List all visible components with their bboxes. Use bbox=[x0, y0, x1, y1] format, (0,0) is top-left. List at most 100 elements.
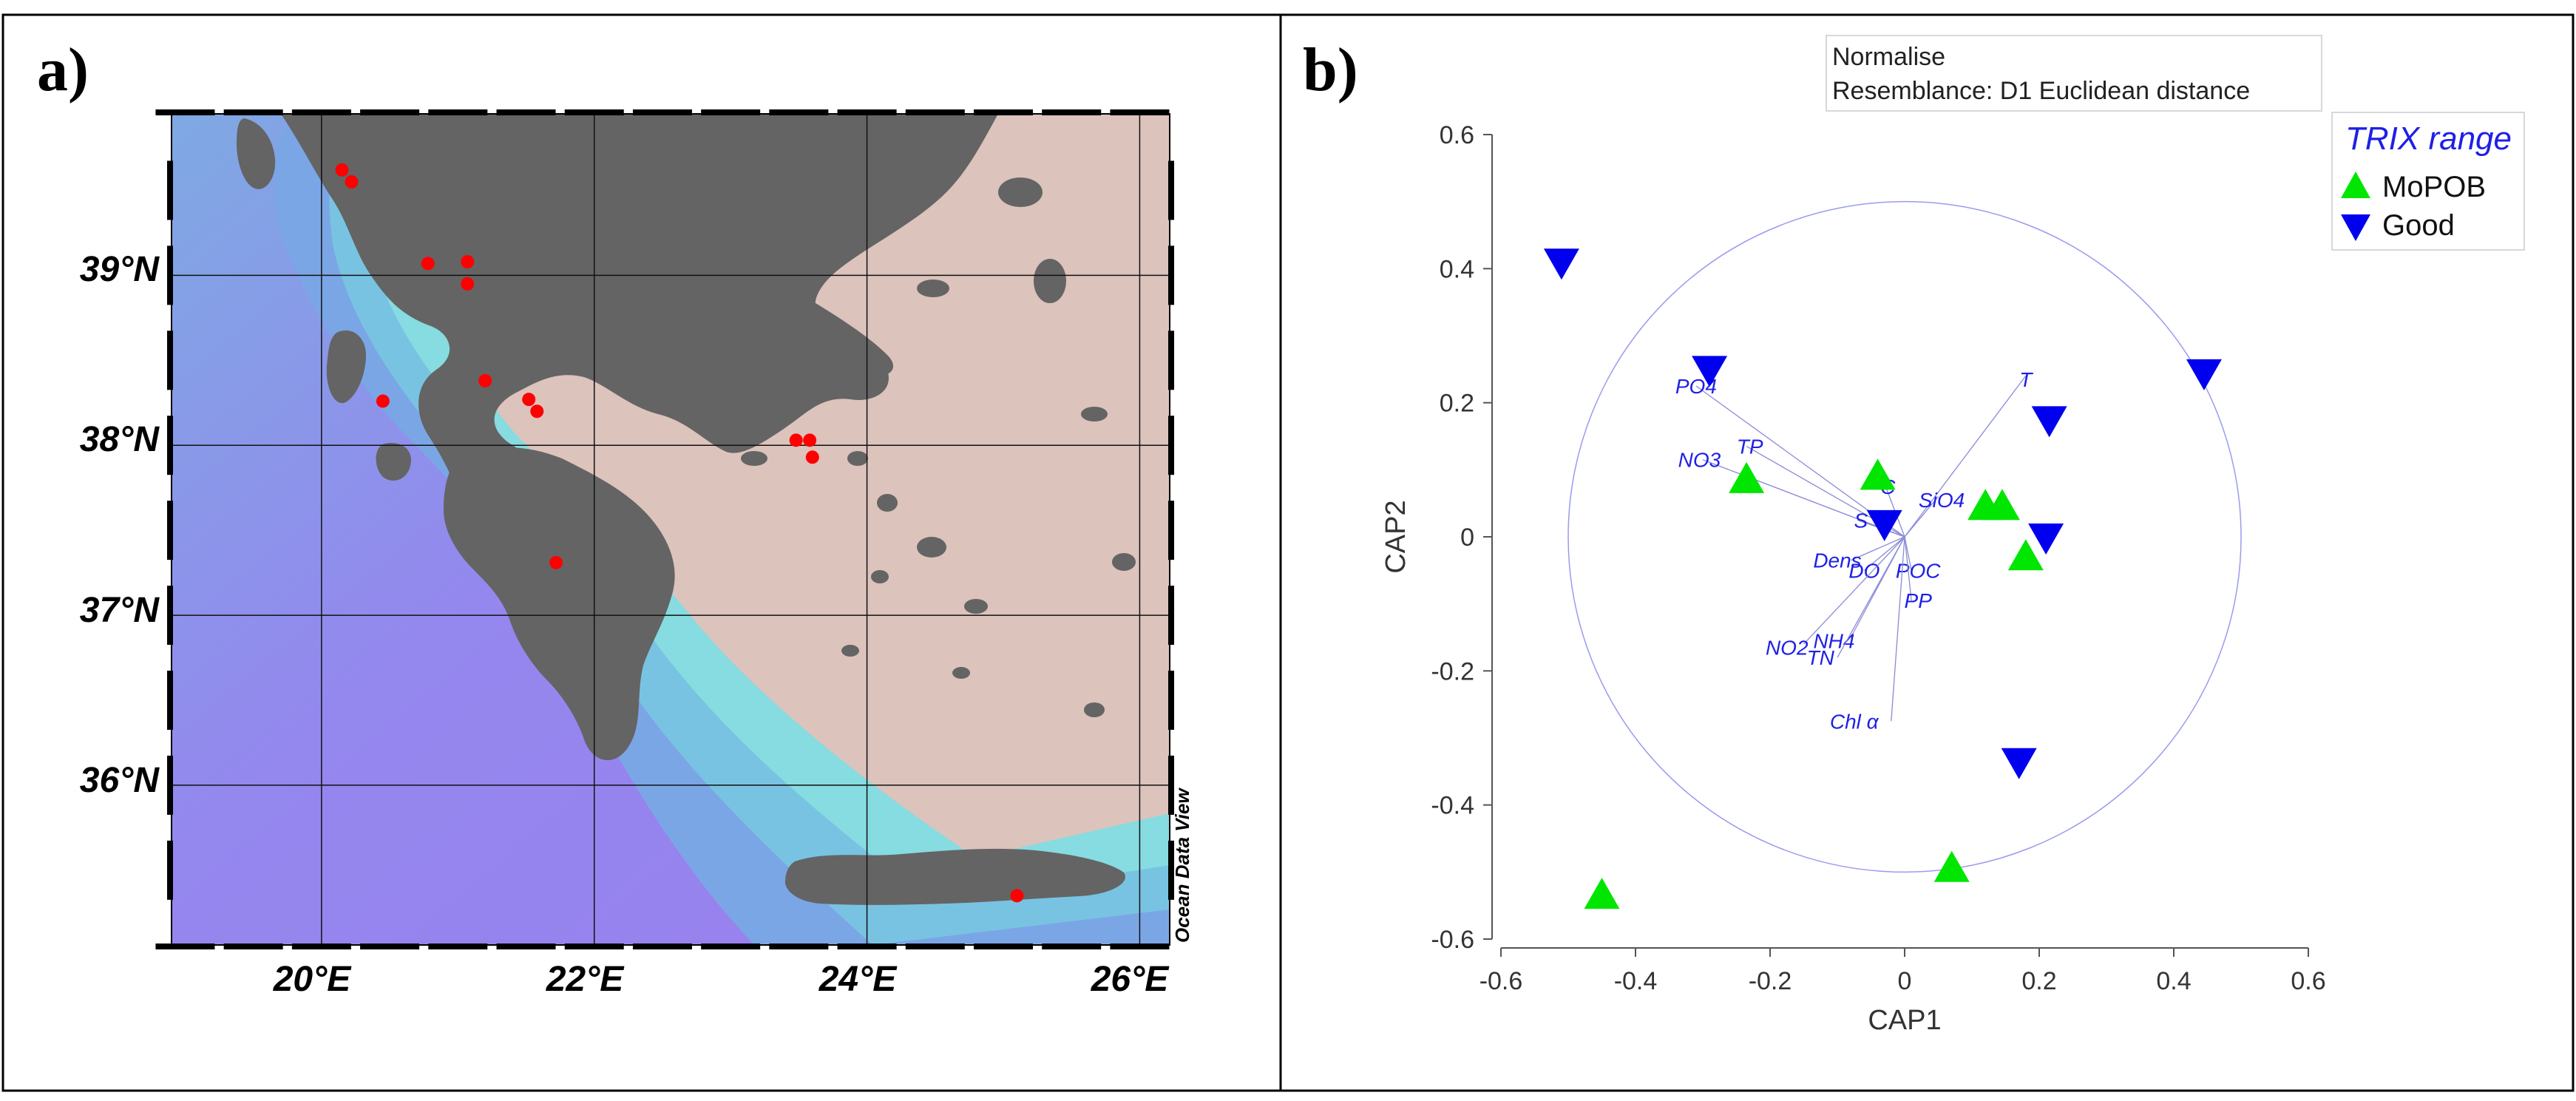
map-frame-ticks bbox=[155, 109, 1174, 949]
frame-tick bbox=[428, 944, 488, 949]
vector-line bbox=[1702, 459, 1905, 538]
point-good bbox=[1692, 356, 1728, 387]
lat-tick-label: 36°N bbox=[80, 761, 160, 800]
station-markers bbox=[335, 163, 1024, 903]
island-karpathos bbox=[1084, 702, 1105, 717]
point-good bbox=[1543, 248, 1579, 280]
island-tinos bbox=[877, 494, 898, 512]
info-line-resemblance: Resemblance: D1 Euclidean distance bbox=[1832, 77, 2250, 105]
island-naxos bbox=[917, 537, 946, 558]
vector-label: POC bbox=[1896, 559, 1941, 582]
frame-tick bbox=[167, 840, 173, 900]
mainland bbox=[281, 114, 998, 737]
variable-vectors: PO4TPNO3CSTSiO4DensDOPOCPPNH4NO2TNChl α bbox=[1675, 368, 2033, 733]
figure-border bbox=[1, 13, 2575, 1092]
frame-tick bbox=[905, 944, 965, 949]
point-good bbox=[1866, 509, 1902, 541]
frame-tick bbox=[1168, 671, 1174, 731]
legend: TRIX range MoPOB Good bbox=[2331, 112, 2525, 251]
peloponnese bbox=[444, 447, 675, 761]
island-lesvos bbox=[998, 177, 1043, 207]
point-mopob bbox=[1860, 458, 1896, 490]
panel-a: a) bbox=[37, 35, 1193, 999]
y-axis-label: CAP2 bbox=[1380, 500, 1411, 573]
lat-tick-label: 39°N bbox=[80, 250, 160, 289]
lon-tick-label: 26°E bbox=[1091, 960, 1170, 999]
frame-tick bbox=[974, 944, 1033, 949]
station-marker bbox=[805, 450, 819, 464]
legend-label-mopob: MoPOB bbox=[2382, 171, 2486, 203]
station-marker bbox=[530, 404, 544, 419]
vector-label: Dens bbox=[1813, 549, 1861, 572]
legend-title: TRIX range bbox=[2345, 121, 2512, 157]
frame-tick bbox=[701, 944, 761, 949]
x-tick-label: 0.6 bbox=[2291, 967, 2325, 995]
vector-line bbox=[1904, 376, 2027, 538]
frame-tick bbox=[291, 944, 351, 949]
island-andros bbox=[847, 451, 868, 466]
point-mopob bbox=[2007, 539, 2044, 571]
frame-tick bbox=[1168, 755, 1174, 815]
map-area bbox=[172, 114, 1170, 945]
corfu bbox=[237, 118, 276, 189]
odv-watermark: Ocean Data View bbox=[1171, 787, 1193, 943]
kefalonia bbox=[326, 330, 366, 404]
vector-line bbox=[1850, 536, 1905, 561]
correlation-circle-ring bbox=[1567, 200, 2242, 873]
frame-tick bbox=[167, 416, 173, 475]
frame-tick bbox=[1168, 586, 1174, 646]
station-marker bbox=[461, 254, 475, 268]
vector-label: DO bbox=[1848, 559, 1880, 582]
station-marker bbox=[335, 163, 349, 177]
vector-label: SiO4 bbox=[1919, 489, 1965, 512]
lon-tick-label: 20°E bbox=[273, 960, 353, 999]
station-marker bbox=[461, 277, 475, 291]
lon-tick-label: 22°E bbox=[546, 960, 626, 999]
vector-line bbox=[1891, 536, 1905, 722]
frame-tick bbox=[167, 755, 173, 815]
island-samos bbox=[1081, 407, 1108, 421]
vector-label: NO3 bbox=[1678, 449, 1721, 472]
frame-tick bbox=[155, 944, 215, 949]
vector-label: PP bbox=[1905, 589, 1933, 612]
vector-label: T bbox=[2019, 368, 2033, 391]
point-mopob bbox=[1984, 489, 2020, 521]
y-tick-label: 0.2 bbox=[1440, 390, 1474, 418]
point-good bbox=[2001, 748, 2037, 779]
frame-tick bbox=[769, 944, 829, 949]
station-marker bbox=[478, 373, 492, 387]
frame-tick bbox=[564, 944, 624, 949]
vector-label: NO2 bbox=[1766, 637, 1809, 660]
vector-line bbox=[1837, 536, 1905, 658]
vector-label: Chl α bbox=[1830, 710, 1880, 733]
point-mopob bbox=[1584, 878, 1620, 909]
frame-tick bbox=[167, 586, 173, 646]
x-tick-label: 0.4 bbox=[2156, 967, 2191, 995]
frame-tick bbox=[167, 501, 173, 560]
vector-line bbox=[1904, 536, 1912, 571]
frame-tick bbox=[564, 109, 624, 115]
x-tick-label: -0.2 bbox=[1749, 967, 1792, 995]
vector-line bbox=[1904, 536, 1912, 601]
station-marker bbox=[345, 175, 359, 189]
cap-axes: -0.6 -0.4 -0.2 0 0.2 0.4 0.6 0.6 0.4 0.2 0 -0.2 -0.4… bbox=[1431, 121, 2325, 995]
frame-tick bbox=[1168, 245, 1174, 305]
panel-a-label: a) bbox=[37, 35, 89, 104]
frame-tick bbox=[632, 109, 692, 115]
point-good bbox=[2028, 524, 2064, 555]
frame-tick bbox=[1168, 331, 1174, 390]
x-tick-label: -0.4 bbox=[1614, 967, 1658, 995]
frame-tick bbox=[167, 160, 173, 220]
lon-tick-label: 24°E bbox=[818, 960, 898, 999]
frame-tick bbox=[223, 944, 283, 949]
frame-tick bbox=[167, 245, 173, 305]
info-box-frame bbox=[1826, 35, 2322, 112]
y-tick-label: -0.6 bbox=[1431, 926, 1474, 954]
vector-label: TP bbox=[1737, 436, 1763, 458]
island-amorgos bbox=[964, 599, 988, 614]
frame-tick bbox=[1168, 840, 1174, 900]
island-aegina bbox=[741, 451, 767, 466]
frame-tick bbox=[496, 109, 556, 115]
y-tick-label: -0.4 bbox=[1431, 792, 1474, 820]
point-good bbox=[2031, 406, 2067, 438]
